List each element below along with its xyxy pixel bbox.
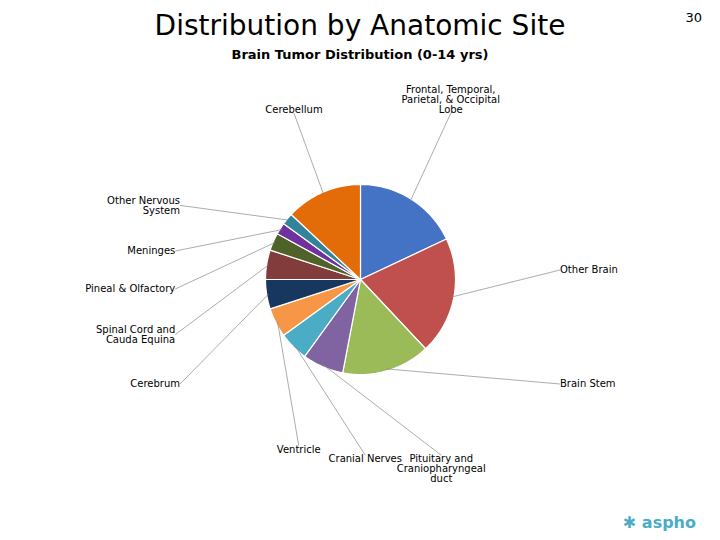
svg-text:Spinal Cord andCauda Equina: Spinal Cord andCauda Equina (96, 324, 175, 345)
svg-text:Frontal, Temporal,Parietal, &: Frontal, Temporal,Parietal, & OccipitalL… (401, 84, 500, 115)
html-text:30: 30 (685, 10, 702, 25)
svg-text:Other NervousSystem: Other NervousSystem (107, 195, 180, 216)
svg-text:Ventricle: Ventricle (277, 444, 321, 455)
html-text:Brain Tumor Distribution (0-14: Brain Tumor Distribution (0-14 yrs) (231, 47, 489, 62)
svg-text:Cerebellum: Cerebellum (265, 104, 322, 115)
svg-text:Other Brain: Other Brain (560, 264, 618, 275)
html-text:✱ aspho: ✱ aspho (622, 513, 696, 532)
svg-text:Meninges: Meninges (127, 245, 175, 256)
svg-text:Cerebrum: Cerebrum (130, 378, 180, 389)
svg-text:Cranial Nerves: Cranial Nerves (329, 453, 402, 464)
svg-text:Brain Stem: Brain Stem (560, 378, 616, 389)
svg-text:Pineal & Olfactory: Pineal & Olfactory (85, 283, 175, 294)
html-text:Distribution by Anatomic Site: Distribution by Anatomic Site (154, 9, 566, 42)
svg-text:Pituitary andCraniopharyngeald: Pituitary andCraniopharyngealduct (397, 453, 486, 484)
